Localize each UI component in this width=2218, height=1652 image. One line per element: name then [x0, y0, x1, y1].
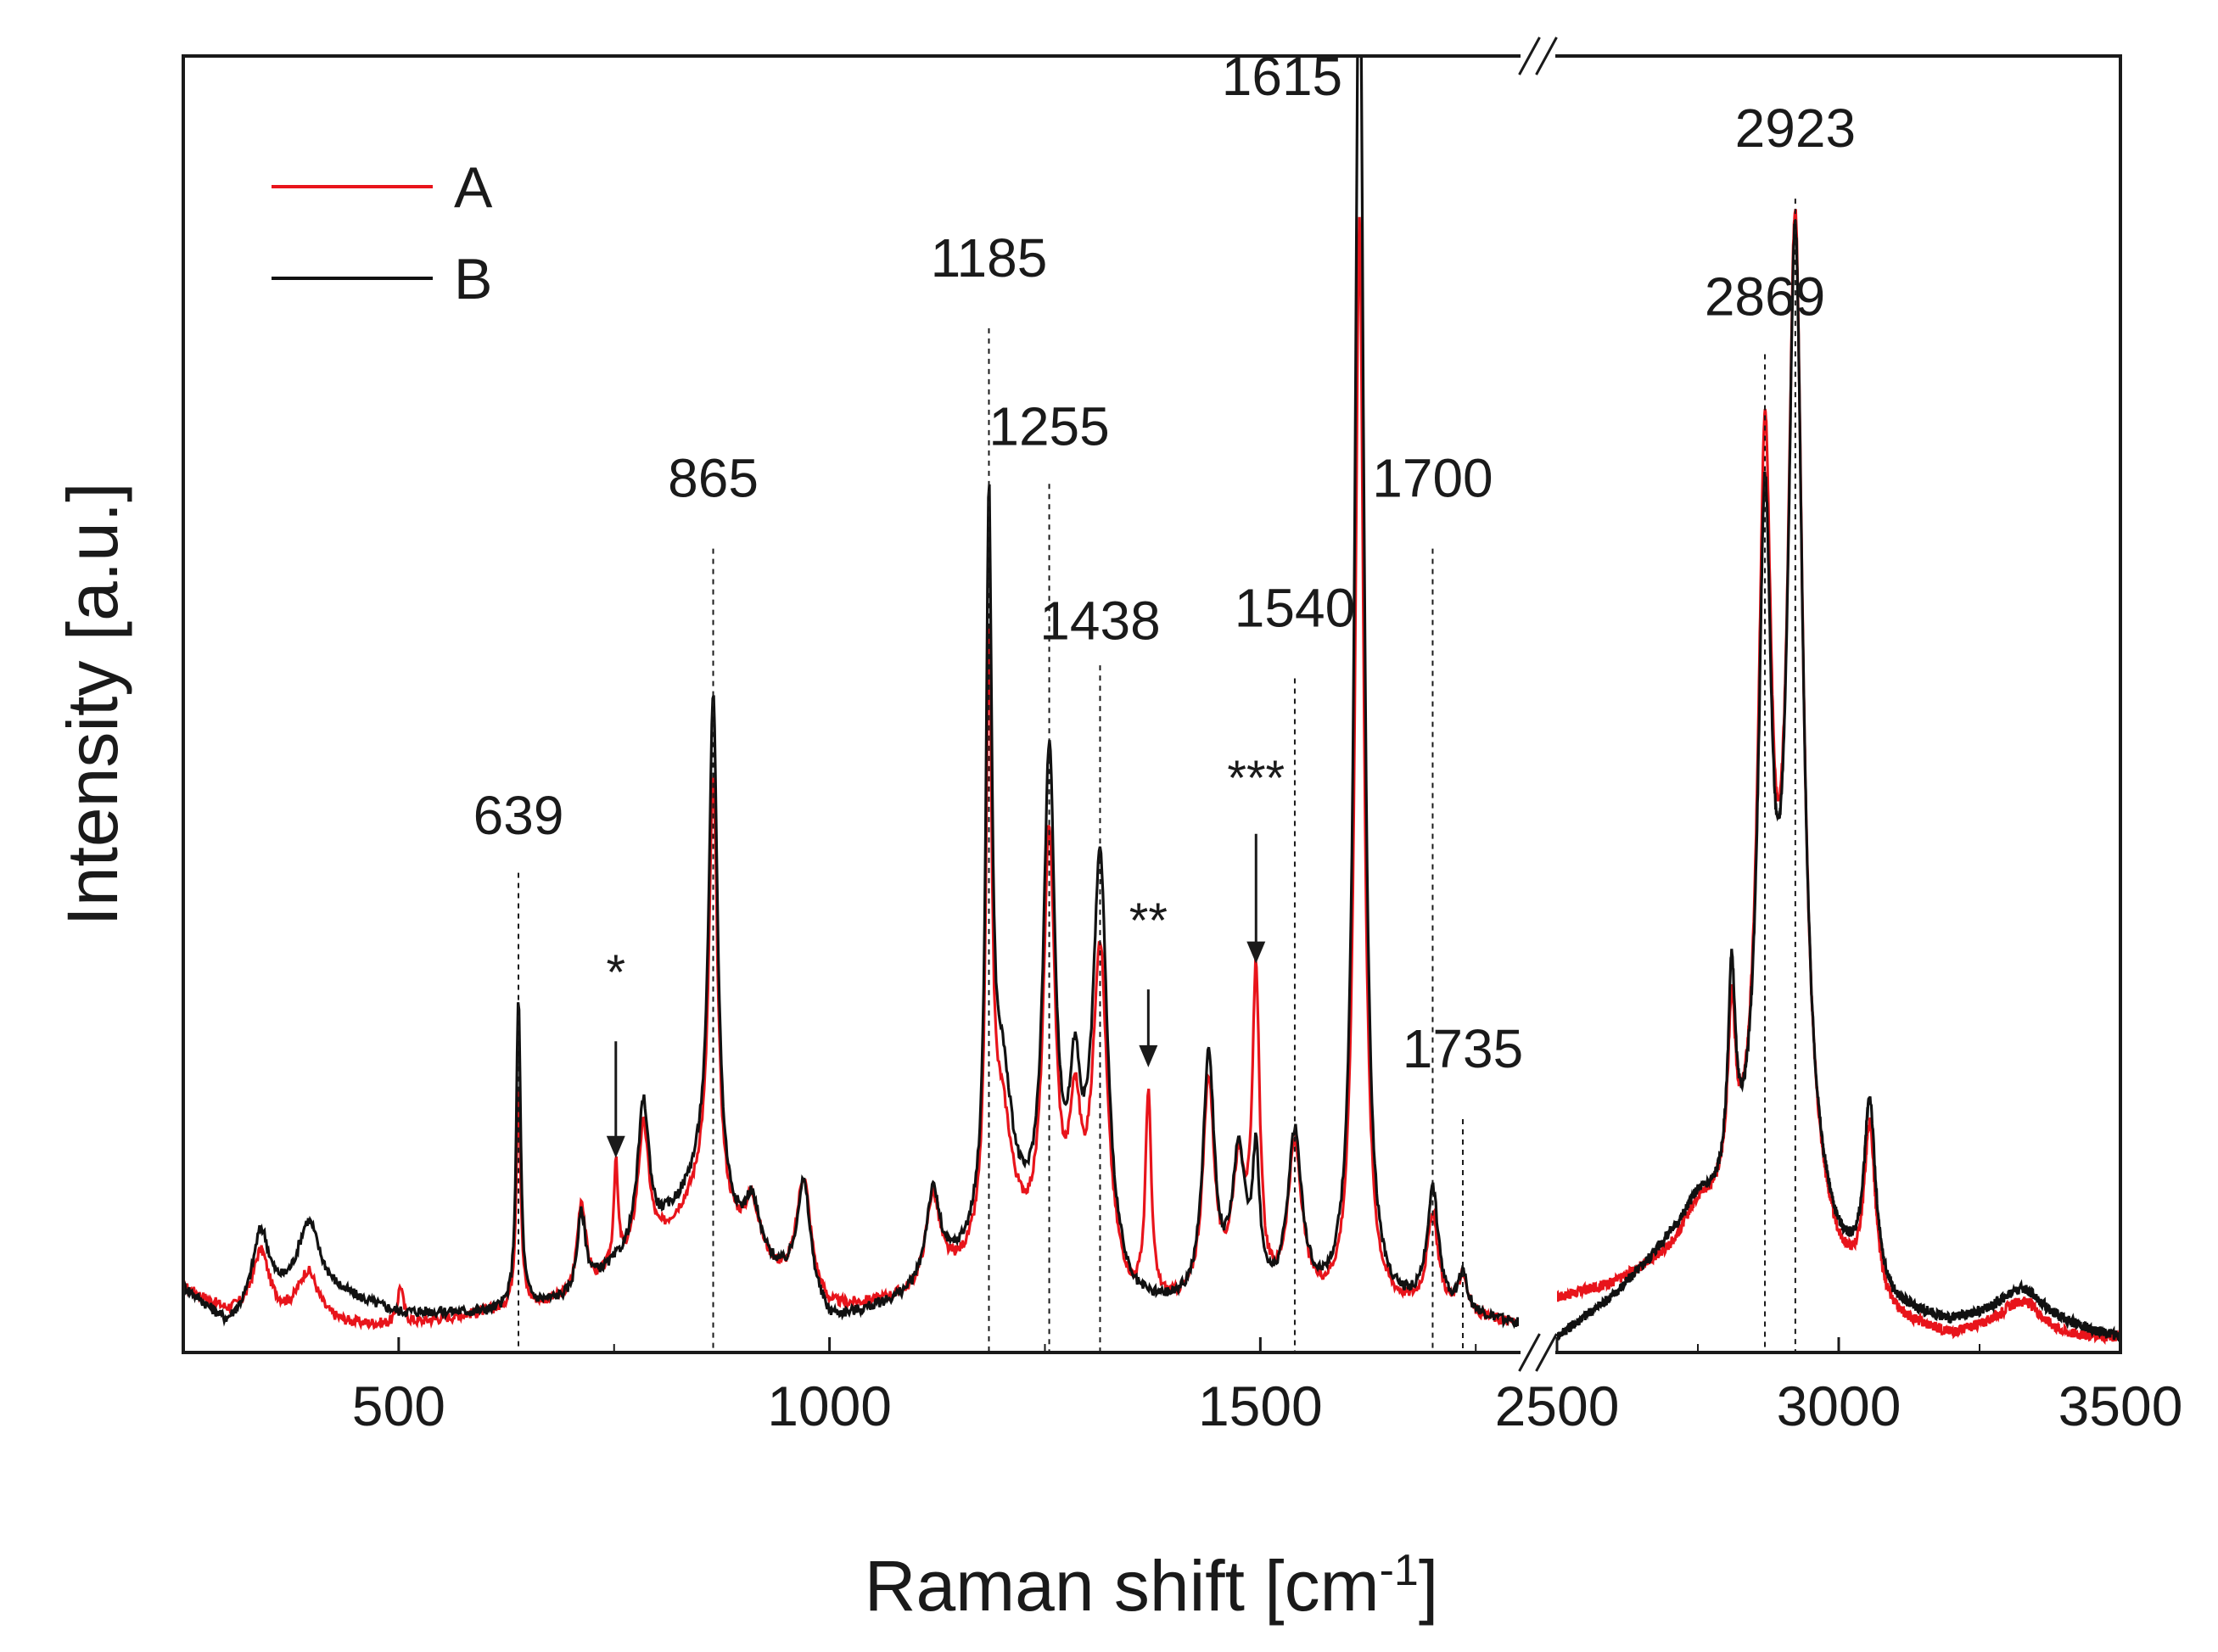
x-tick-label: 1500	[1198, 1375, 1323, 1437]
axis-break-mark	[1535, 1333, 1558, 1372]
series-line-b-high	[1557, 220, 2120, 1341]
series-line-a-high	[1557, 209, 2120, 1345]
plot-frame	[182, 54, 2122, 1354]
axis-break-gap	[1521, 1346, 1555, 1359]
axis-break-gap	[1521, 49, 1555, 63]
marker-arrow-head	[1246, 941, 1266, 964]
star-marker-label: ***	[1227, 751, 1285, 806]
legend-label-a: A	[454, 155, 493, 220]
axis-break-mark	[1535, 36, 1558, 76]
peak-label: 1735	[1403, 1018, 1523, 1079]
peak-label: 865	[668, 448, 759, 509]
peak-label: 1438	[1039, 591, 1160, 652]
series-line-b-low	[183, 56, 1519, 1330]
x-axis-title-end: ]	[1419, 1546, 1438, 1626]
peak-label: 1255	[989, 395, 1109, 456]
peak-label: 2923	[1735, 98, 1856, 159]
marker-arrow-head	[606, 1135, 625, 1158]
legend-label-b: B	[454, 247, 492, 311]
peak-label: 2869	[1705, 266, 1825, 328]
y-axis-title: Intensity [a.u.]	[53, 483, 132, 927]
peak-label: 1540	[1235, 577, 1355, 638]
peak-label: 1185	[931, 227, 1048, 288]
marker-arrow-head	[1139, 1044, 1158, 1067]
peak-label: 1700	[1372, 448, 1493, 509]
x-tick-label: 3500	[2058, 1375, 2183, 1437]
axis-break-mark	[1518, 36, 1541, 76]
x-tick-label: 3000	[1777, 1375, 1902, 1437]
peak-label: 639	[473, 785, 564, 846]
star-marker-label: **	[1129, 893, 1168, 949]
x-axis-title: Raman shift [cm-1]	[865, 1546, 1438, 1626]
x-tick-label: 2500	[1495, 1375, 1620, 1437]
legend: AB	[272, 155, 493, 311]
x-tick-label: 1000	[767, 1375, 892, 1437]
axis-break-mark	[1518, 1333, 1541, 1372]
star-marker-label: *	[606, 945, 625, 1000]
x-tick-label: 500	[352, 1375, 445, 1437]
series-line-a-low	[183, 216, 1519, 1330]
x-axis-title-sup: -1	[1380, 1546, 1419, 1595]
x-axis-title-main: Raman shift [cm	[865, 1546, 1380, 1626]
